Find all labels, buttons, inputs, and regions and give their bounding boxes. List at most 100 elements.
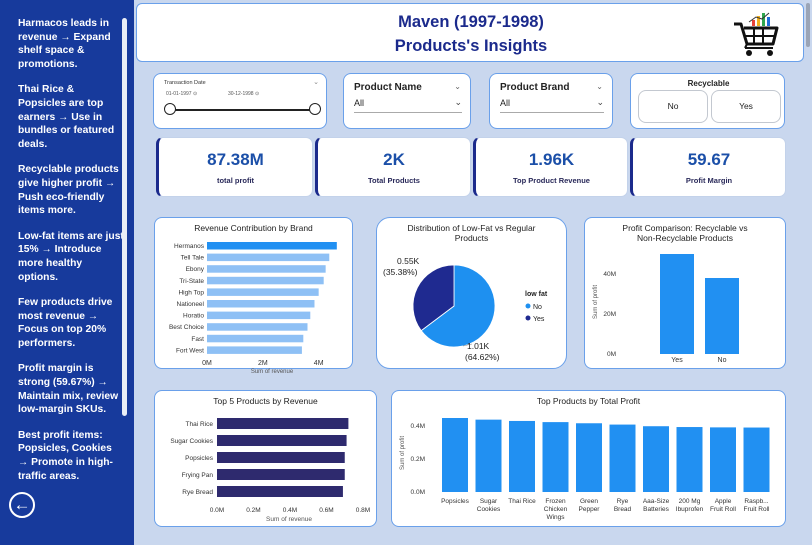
product-name-dropdown[interactable]: All ⌄ [354, 97, 462, 113]
category-label: Rye [617, 498, 629, 505]
chevron-down-icon[interactable]: ⌄ [313, 79, 319, 86]
top5-revenue-plot: Thai Rice Sugar Cookies Popsicles Frying Pa… [170, 418, 370, 523]
lowfat-pie-plot: 1.01K(64.62%) 0.55K(35.38%) low fat No Yes [383, 256, 548, 362]
category-label: Thai Rice [186, 421, 214, 428]
category-label: Pepper [579, 506, 601, 513]
category-label: Ibuprofen [676, 506, 704, 513]
tick-label: 0M [607, 351, 616, 358]
chevron-down-icon[interactable]: ⌄ [596, 82, 603, 91]
slice-value-label: 0.55K [397, 256, 420, 266]
chart-title: Revenue Contribution by Brand [194, 223, 313, 233]
category-label: Fast [191, 336, 204, 343]
bar [207, 276, 324, 285]
bar [743, 427, 770, 492]
legend-title: low fat [525, 291, 548, 298]
category-label: 200 Mg [679, 498, 701, 505]
chart-title: Top 5 Products by Revenue [213, 396, 318, 406]
legend-label: No [533, 304, 542, 311]
legend-label: Yes [533, 316, 545, 323]
y-axis-label: Sum of profit [400, 436, 406, 470]
insight-item: Best profit items: Popsicles, Cookies → … [18, 429, 113, 482]
tick-label: 0.6M [319, 507, 333, 514]
date-start-field[interactable]: 01-01-1997 ⊙ [166, 91, 198, 97]
bar [509, 420, 535, 492]
category-label: Fort West [176, 347, 204, 354]
insight-item: Few products drive most revenue → Focus … [18, 297, 113, 349]
calendar-icon: ⊙ [254, 91, 260, 97]
bar [542, 422, 569, 492]
tick-label: 0.8M [356, 507, 370, 514]
insight-item: Harmacos leads in revenue → Expand shelf… [18, 18, 111, 70]
lowfat-distribution-chart: Distribution of Low-Fat vs Regular Produ… [376, 217, 567, 369]
chevron-down-icon: ⌄ [596, 97, 604, 107]
arrow-left-circle-icon: ← [13, 495, 31, 514]
kpi-value: 59.67 [687, 150, 731, 169]
bar [609, 424, 636, 492]
shopping-cart-chart-icon [734, 12, 779, 56]
sidebar-scrollbar[interactable] [122, 18, 127, 416]
tick-label: 0M [202, 360, 212, 367]
profit-comparison-plot: Yes No 0M 20M 40M Sum of profit [593, 254, 739, 364]
product-name-label: Product Name [354, 82, 422, 93]
kpi-label: Total Products [368, 176, 420, 185]
page-scrollbar[interactable] [806, 3, 810, 47]
bar [217, 418, 349, 429]
chevron-down-icon: ⌄ [454, 97, 462, 107]
kpi-value: 2K [383, 150, 405, 169]
recyclable-yes-button[interactable]: Yes [711, 90, 781, 123]
chevron-down-icon[interactable]: ⌄ [454, 82, 461, 91]
bar [660, 254, 694, 354]
bar [217, 469, 345, 480]
category-label: Rye Bread [182, 489, 213, 496]
category-label: Wings [546, 514, 565, 521]
kpi-label: total profit [216, 176, 255, 185]
kpi-value: 87.38M [207, 150, 264, 169]
category-label: High Top [178, 289, 204, 296]
category-label: Batteries [643, 506, 669, 513]
category-label: Sugar Cookies [170, 438, 213, 445]
category-label: Horatio [183, 313, 204, 320]
category-label: Thai Rice [508, 498, 536, 505]
tick-label: 0.4M [283, 507, 297, 514]
insight-item: Profit margin is strong (59.67%) → Maint… [18, 363, 119, 416]
slice-value-label: 1.01K [467, 341, 490, 351]
insight-item: Thai Rice & Popsicles are top earners → … [18, 84, 115, 150]
date-end-field[interactable]: 30-12-1998 ⊙ [228, 91, 260, 97]
category-label: Chicken [544, 506, 568, 513]
back-button[interactable]: ← [9, 492, 35, 518]
insights-list: Harmacos leads in revenue → Expand shelf… [18, 17, 124, 495]
insight-item: Low-fat items are just 15% → Introduce m… [18, 230, 124, 283]
bar [207, 288, 319, 296]
category-label: Green [580, 498, 598, 505]
bar [207, 253, 330, 262]
bar [705, 278, 739, 354]
slice-percent-label: (35.38%) [383, 267, 418, 277]
date-slider-end-handle[interactable] [309, 103, 321, 115]
product-brand-slicer: Product Brand ⌄ All ⌄ [489, 73, 613, 129]
category-label: Nationeel [177, 301, 205, 308]
date-slider-track[interactable] [170, 109, 314, 111]
product-name-slicer: Product Name ⌄ All ⌄ [343, 73, 471, 129]
profit-comparison-chart: Profit Comparison: Recyclable vs Non-Rec… [584, 217, 786, 369]
date-slider-start-handle[interactable] [164, 103, 176, 115]
category-label: Aaa-Size [643, 498, 670, 505]
category-label: Hermanos [174, 243, 205, 250]
leader-line [462, 343, 473, 347]
category-label: Fruit Roll [743, 506, 770, 513]
bar [643, 426, 669, 492]
chart-title: Top Products by Total Profit [536, 396, 641, 406]
category-label: Best Choice [169, 324, 204, 331]
category-label: Tell Tale [181, 255, 205, 262]
product-brand-dropdown[interactable]: All ⌄ [500, 97, 604, 113]
category-label: Bread [614, 506, 632, 513]
category-label: Frying Pan [182, 472, 214, 479]
tick-label: 40M [603, 271, 616, 278]
chart-title-line: Non-Recyclable Products [637, 233, 733, 243]
category-label: Tri-State [179, 278, 204, 285]
date-range-slicer[interactable]: Transaction Date ⌄ 01-01-1997 ⊙ 30-12-19… [153, 73, 327, 129]
recyclable-no-button[interactable]: No [638, 90, 708, 123]
bar [207, 300, 315, 308]
revenue-by-brand-plot: Hermanos Tell Tale Ebony Tri-State High Top N… [169, 242, 337, 375]
recyclable-slicer: Recyclable No Yes [630, 73, 785, 129]
